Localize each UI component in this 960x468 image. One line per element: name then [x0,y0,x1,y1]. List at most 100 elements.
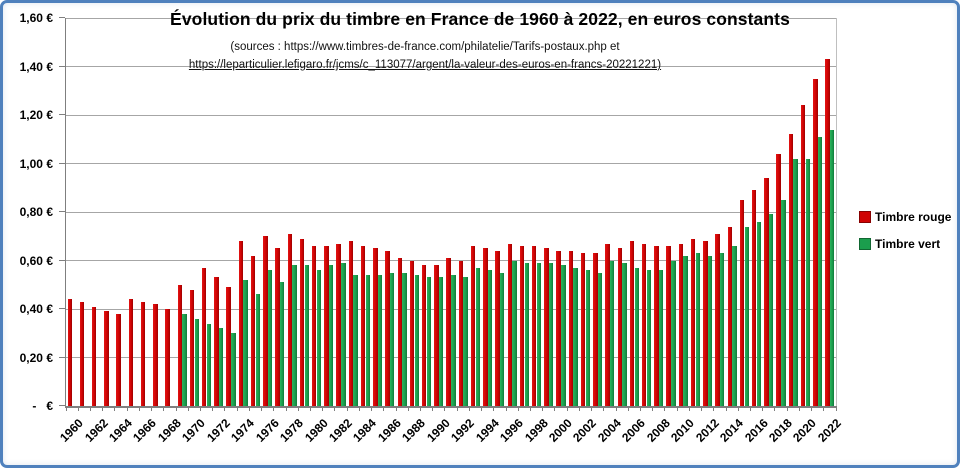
x-tick-mark [811,406,813,411]
x-tick-label: 1962 [81,416,111,445]
x-tick-mark [591,406,593,411]
bar-timbre-rouge-2014 [727,226,732,406]
legend: Timbre rouge Timbre vert [859,210,951,264]
bar-timbre-vert-1979 [304,265,309,406]
bar-timbre-rouge-1967 [153,304,158,406]
x-tick-label: 2006 [619,416,649,445]
gridline [66,211,836,213]
bar-timbre-rouge-1971 [202,267,207,406]
x-tick-mark [517,406,519,411]
bar-timbre-vert-1973 [231,333,236,406]
bar-timbre-vert-1971 [206,323,212,406]
bar-timbre-rouge-1986 [385,250,390,406]
bar-timbre-vert-2007 [646,270,652,406]
bar-timbre-rouge-1987 [397,258,402,406]
y-tick-mark [59,65,65,67]
x-tick-label: 1978 [277,416,307,445]
bar-timbre-vert-1970 [194,318,199,406]
bar-timbre-vert-1999 [548,262,554,406]
bar-timbre-rouge-2007 [642,243,647,406]
x-tick-mark [224,406,226,411]
plot-area: 1960 1962 1964 1966 1968 1970 1972 1974 1976 1978… [57,17,844,445]
x-tick-mark [248,406,250,411]
x-tick-label: 2018 [766,416,795,445]
x-tick-mark [419,406,421,411]
gridline [66,114,836,116]
bar-timbre-vert-1986 [390,272,395,406]
bar-timbre-vert-2004 [610,260,615,406]
y-tick-label: 0,40 € [19,302,53,316]
legend-label-timbre-rouge: Timbre rouge [875,210,952,224]
bar-timbre-vert-1996 [512,260,517,406]
x-tick-label: 1992 [448,416,478,445]
bar-timbre-rouge-2021 [813,78,818,406]
x-tick-mark [639,406,641,411]
bar-timbre-vert-1982 [341,262,346,406]
x-tick-mark [749,406,751,411]
bar-timbre-vert-2020 [805,158,811,406]
y-tick-label: 1,20 € [19,108,53,122]
bar-timbre-rouge-1989 [422,265,427,406]
bar-timbre-vert-2016 [756,221,762,406]
x-tick-mark [737,406,739,411]
bar-timbre-rouge-1964 [116,313,121,406]
bar-timbre-rouge-1969 [177,284,182,406]
y-tick-mark [59,162,65,164]
y-tick-mark [59,114,65,115]
bar-timbre-rouge-1985 [373,248,378,406]
legend-swatch-red-icon [859,211,871,223]
bar-timbre-vert-1983 [353,275,358,406]
bar-timbre-vert-1978 [292,265,297,406]
x-tick-label: 2008 [643,416,673,445]
x-tick-mark [762,406,764,411]
y-tick-label: 0,60 € [19,253,53,268]
bar-timbre-rouge-2006 [629,241,635,406]
bar-timbre-rouge-1966 [140,301,146,406]
x-tick-mark [786,406,788,411]
x-tick-mark [664,406,666,411]
x-tick-label: 1974 [228,416,258,445]
bar-timbre-rouge-2004 [605,243,610,406]
x-tick-mark [627,406,629,411]
bar-timbre-vert-1993 [475,267,481,406]
bar-timbre-rouge-1975 [250,255,256,406]
bar-timbre-vert-2001 [573,267,578,406]
x-tick-mark [725,406,727,411]
bar-timbre-rouge-1981 [324,245,329,406]
bar-timbre-rouge-1984 [360,245,366,406]
bar-timbre-rouge-1968 [165,309,170,406]
bar-timbre-vert-2012 [707,255,713,406]
bar-timbre-rouge-1991 [446,258,451,406]
y-tick-label: 1,00 € [19,156,53,171]
bar-timbre-vert-1992 [463,277,468,406]
x-tick-mark [334,406,336,411]
x-tick-mark [358,406,360,411]
bar-timbre-vert-1994 [487,270,493,406]
bar-timbre-rouge-2002 [580,253,586,406]
x-tick-mark [114,406,116,411]
x-tick-label: 2014 [717,416,747,445]
bar-timbre-vert-2017 [768,214,774,406]
legend-item-timbre-rouge: Timbre rouge [859,210,951,224]
bar-timbre-rouge-1983 [348,241,354,406]
legend-swatch-green-icon [859,238,871,250]
bar-timbre-rouge-1990 [434,265,439,406]
x-tick-label: 2002 [570,416,600,445]
bar-timbre-rouge-1999 [544,248,549,406]
x-tick-label: 2004 [594,416,624,445]
x-tick-label: 1996 [497,416,527,445]
y-tick-mark [59,356,65,358]
bar-timbre-vert-2010 [683,255,688,406]
x-tick-label: 1972 [203,416,233,445]
x-tick-mark [432,406,434,411]
bar-timbre-rouge-2009 [666,245,671,406]
gridline [66,66,836,67]
y-tick-label: - € [32,399,53,413]
bar-timbre-vert-2013 [720,253,725,406]
x-tick-label: 1960 [57,416,87,445]
x-tick-mark [505,406,507,411]
x-tick-mark [456,406,458,411]
x-tick-mark [163,406,165,411]
bar-timbre-vert-1977 [280,282,285,406]
x-tick-mark [199,406,201,411]
